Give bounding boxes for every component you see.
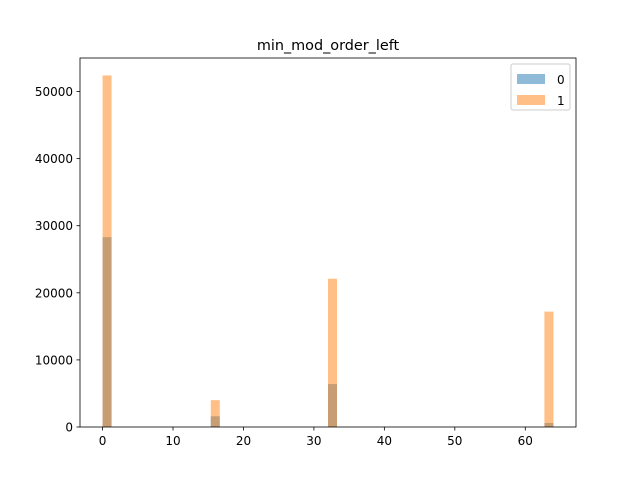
bar-series-1-1	[210, 400, 220, 427]
y-tick-label-4: 40000	[35, 152, 73, 166]
legend: 01	[510, 63, 571, 111]
y-tick-label-1: 10000	[35, 353, 73, 367]
axes-frame	[79, 57, 577, 428]
x-tick-label-4: 40	[377, 434, 392, 448]
legend-swatch-1	[517, 95, 545, 105]
legend-swatch-0	[517, 74, 545, 84]
y-tick-label-2: 20000	[35, 286, 73, 300]
bar-series-1-2	[328, 278, 338, 427]
chart-title: min_mod_order_left	[257, 38, 400, 54]
x-tick-label-0: 0	[99, 434, 107, 448]
y-tick-label-0: 0	[65, 421, 73, 435]
y-tick-label-3: 30000	[35, 219, 73, 233]
bars-layer	[102, 75, 554, 427]
x-tick-label-2: 20	[236, 434, 251, 448]
y-tick-label-5: 50000	[35, 85, 73, 99]
bar-series-1-0	[102, 75, 112, 427]
x-tick-label-3: 30	[306, 434, 321, 448]
legend-label-0: 0	[557, 73, 565, 87]
bar-series-1-3	[544, 311, 554, 427]
x-tick-label-6: 60	[518, 434, 533, 448]
x-tick-label-5: 50	[447, 434, 462, 448]
legend-label-1: 1	[557, 94, 565, 108]
x-tick-label-1: 10	[165, 434, 180, 448]
